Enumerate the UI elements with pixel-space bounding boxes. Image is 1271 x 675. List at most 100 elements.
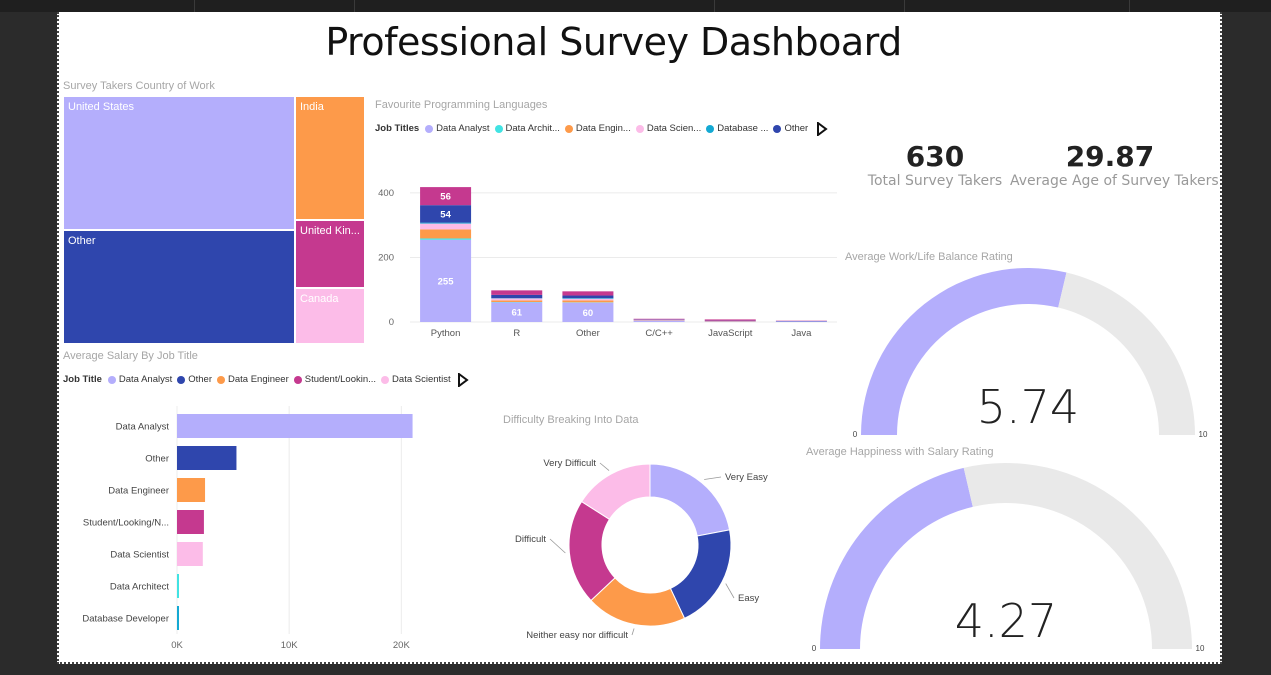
x-tick-label: Other (576, 328, 600, 339)
legend-dot (564, 124, 573, 133)
legend-label: Data Analyst (118, 374, 173, 385)
bar-segment (704, 319, 756, 321)
toolbar-segment (905, 0, 1130, 12)
difficulty-donut-chart[interactable]: Very Easy Easy Neither easy nor difficult D… (500, 440, 800, 650)
x-tick-label: 10K (281, 640, 299, 651)
data-label: 61 (511, 308, 522, 319)
bar-segment (420, 187, 472, 206)
leader-line (631, 628, 635, 636)
gauge-min-label: 0 (853, 430, 858, 439)
y-tick-label: Data Analyst (116, 422, 170, 433)
legend-item[interactable]: Student/Lookin... (293, 374, 376, 385)
treemap-tile-india[interactable]: India (295, 96, 365, 220)
gauge-max-label: 10 (1196, 644, 1205, 653)
treemap-tile-united-kingdom[interactable]: United Kin... (295, 220, 365, 288)
y-tick-label: Database Developer (82, 614, 169, 625)
legend-dot (706, 124, 715, 133)
treemap-tile-label: United States (68, 101, 135, 113)
salary-legend: Job Title Data Analyst Other Data Engine… (63, 374, 456, 385)
bar-segment (420, 222, 472, 224)
gauge-title: Average Happiness with Salary Rating (806, 446, 994, 458)
bar-segment (491, 298, 543, 301)
treemap-tile-united-states[interactable]: United States (63, 96, 295, 230)
dashboard-title: Professional Survey Dashboard (325, 20, 902, 64)
salary-bar (177, 414, 413, 438)
legend-item[interactable]: Data Engin... (564, 123, 631, 134)
treemap-tile-canada[interactable]: Canada (295, 288, 365, 344)
kpi-average-age: 29.87 Average Age of Survey Takers (1010, 140, 1219, 189)
legend-dot (425, 124, 434, 133)
treemap-tile-label: Canada (300, 293, 339, 305)
kpi-value: 630 (905, 140, 965, 173)
bar-segment (491, 294, 543, 299)
work-life-balance-gauge[interactable]: 5.74 0 10 (845, 262, 1215, 442)
languages-bar-chart[interactable]: 0 200 400 255 54 56 Python 61 R 60 Other C/C++ JavaS… (365, 170, 845, 350)
play-triangle-icon[interactable] (816, 122, 828, 136)
salary-happiness-gauge[interactable]: 4.27 0 10 (806, 456, 1216, 656)
bar-segment (562, 300, 614, 303)
y-tick-label: 0 (389, 317, 394, 328)
salary-bar (177, 542, 203, 566)
gauge-value: 5.74 (977, 380, 1079, 434)
legend-item[interactable]: Data Scientist (381, 374, 451, 385)
legend-item[interactable]: Data Analyst (107, 374, 173, 385)
legend-item[interactable]: Database ... (706, 123, 768, 134)
bar-segment (420, 238, 472, 240)
salary-bar (177, 510, 204, 534)
legend-item[interactable]: Data Analyst (425, 123, 490, 134)
bar-segment (562, 295, 614, 299)
country-treemap[interactable]: United States Other India United Kin... … (63, 96, 365, 344)
kpi-total-survey-takers: 630 Total Survey Takers (860, 140, 1010, 189)
legend-label: Database ... (717, 123, 769, 134)
salary-chart-title: Average Salary By Job Title (63, 350, 198, 362)
gauge-track-arc (1058, 272, 1195, 435)
y-tick-label: Student/Looking/N... (83, 518, 169, 529)
x-tick-label: JavaScript (708, 328, 753, 339)
treemap-tile-label: India (300, 101, 324, 113)
bar-segment (562, 291, 614, 296)
legend-label: Data Engin... (575, 123, 631, 134)
legend-title: Job Titles (375, 123, 420, 134)
treemap-tile-label: Other (68, 235, 96, 247)
legend-dot (107, 375, 116, 384)
gauge-value-arc (861, 268, 1067, 435)
salary-bar (177, 574, 179, 598)
toolbar-segment (355, 0, 715, 12)
data-label: 60 (583, 308, 594, 319)
legend-dot (635, 124, 644, 133)
legend-item[interactable]: Data Archit... (494, 123, 560, 134)
legend-item[interactable]: Data Scien... (635, 123, 701, 134)
y-tick-label: 200 (378, 252, 394, 263)
legend-dot (177, 375, 186, 384)
bar-segment (491, 290, 543, 295)
slice-label: Difficult (515, 534, 546, 545)
legend-item[interactable]: Data Engineer (217, 374, 289, 385)
gauge-value: 4.27 (955, 594, 1057, 648)
legend-label: Data Archit... (505, 123, 560, 134)
legend-dot (494, 124, 503, 133)
kpi-value: 29.87 (1065, 140, 1155, 173)
legend-item[interactable]: Other (773, 123, 808, 134)
legend-dot (381, 375, 390, 384)
treemap-tile-other[interactable]: Other (63, 230, 295, 344)
leader-line (599, 462, 610, 471)
donut-slice (580, 463, 651, 520)
legend-label: Data Engineer (228, 374, 289, 385)
y-tick-label: Other (145, 454, 169, 465)
leader-line (725, 583, 735, 599)
legend-label: Other (784, 123, 809, 134)
gauge-min-label: 0 (812, 644, 817, 653)
difficulty-chart-title: Difficulty Breaking Into Data (503, 414, 639, 426)
legend-item[interactable]: Other (177, 374, 212, 385)
play-triangle-icon[interactable] (457, 373, 469, 387)
legend-label: Data Scientist (392, 374, 451, 385)
salary-bar (177, 606, 179, 630)
toolbar-segment (715, 0, 905, 12)
x-tick-label: Java (791, 328, 812, 339)
donut-slice (649, 463, 731, 537)
data-label: 54 (440, 209, 451, 220)
x-tick-label: C/C++ (645, 328, 673, 339)
salary-bar-chart[interactable]: 0K 10K 20K Data Analyst Other Data Engineer St… (63, 400, 463, 660)
bar-segment (562, 298, 614, 301)
salary-bar (177, 446, 237, 470)
